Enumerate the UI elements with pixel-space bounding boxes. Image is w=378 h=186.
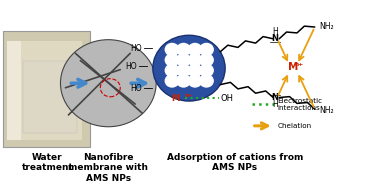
Text: NH₂: NH₂ bbox=[319, 106, 333, 115]
Text: n+: n+ bbox=[294, 62, 303, 67]
Circle shape bbox=[153, 35, 225, 101]
Circle shape bbox=[199, 53, 214, 67]
Text: H: H bbox=[272, 100, 278, 109]
Text: Electrostatic
interactions: Electrostatic interactions bbox=[278, 98, 323, 110]
Text: M: M bbox=[171, 94, 179, 103]
FancyBboxPatch shape bbox=[23, 61, 77, 133]
Text: n+: n+ bbox=[184, 93, 192, 98]
Circle shape bbox=[176, 43, 191, 56]
Circle shape bbox=[199, 64, 214, 77]
Circle shape bbox=[176, 74, 191, 88]
Text: HO: HO bbox=[125, 62, 137, 71]
Text: OH: OH bbox=[221, 94, 234, 103]
Circle shape bbox=[176, 53, 191, 67]
Text: HO: HO bbox=[130, 44, 142, 53]
Text: M: M bbox=[288, 62, 298, 72]
Text: Water
treatment: Water treatment bbox=[22, 153, 73, 172]
Text: N: N bbox=[272, 93, 279, 102]
Circle shape bbox=[187, 74, 203, 88]
FancyBboxPatch shape bbox=[7, 41, 21, 140]
Circle shape bbox=[187, 43, 203, 56]
Circle shape bbox=[164, 43, 180, 56]
Text: HO: HO bbox=[130, 84, 142, 93]
Text: Adsorption of cations from
AMS NPs: Adsorption of cations from AMS NPs bbox=[167, 153, 303, 172]
Circle shape bbox=[187, 64, 203, 77]
Text: H: H bbox=[272, 27, 278, 36]
FancyBboxPatch shape bbox=[7, 41, 82, 140]
Text: Nanofibre
membrane with
AMS NPs: Nanofibre membrane with AMS NPs bbox=[68, 153, 148, 183]
Circle shape bbox=[60, 40, 156, 127]
Circle shape bbox=[187, 53, 203, 67]
Circle shape bbox=[199, 43, 214, 56]
Circle shape bbox=[164, 64, 180, 77]
Text: Chelation: Chelation bbox=[278, 123, 312, 129]
Text: N: N bbox=[272, 34, 279, 43]
Circle shape bbox=[199, 74, 214, 88]
Circle shape bbox=[176, 64, 191, 77]
Circle shape bbox=[164, 53, 180, 67]
FancyBboxPatch shape bbox=[3, 31, 90, 147]
Text: NH₂: NH₂ bbox=[319, 22, 333, 31]
Circle shape bbox=[164, 74, 180, 88]
